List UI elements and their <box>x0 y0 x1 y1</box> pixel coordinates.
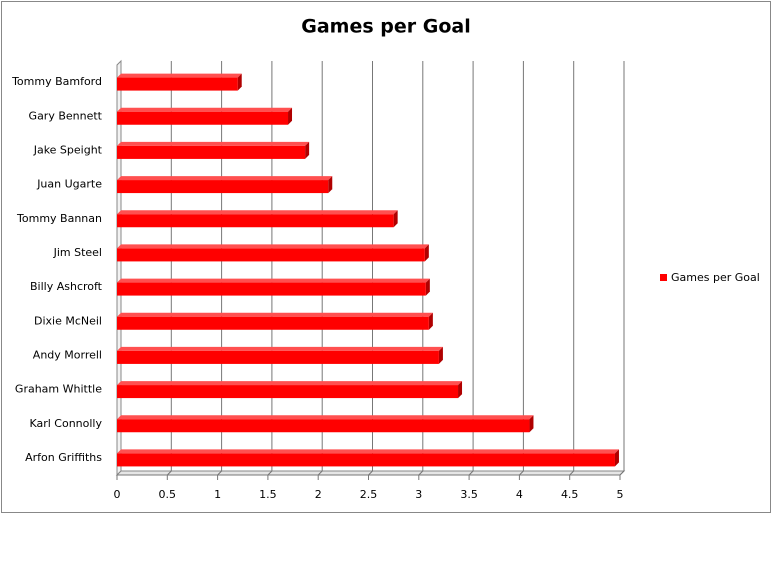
grid-line <box>267 61 273 476</box>
bar <box>117 385 459 399</box>
bar-side <box>614 449 619 467</box>
y-tick-label: Dixie McNeil <box>34 314 102 327</box>
grid-line <box>166 61 172 476</box>
bar-side <box>288 107 293 125</box>
legend-swatch <box>660 274 667 281</box>
bar-top <box>117 449 619 454</box>
bar <box>117 282 426 296</box>
y-tick-label: Jim Steel <box>53 246 102 259</box>
bar <box>117 453 615 467</box>
bar-side <box>529 415 534 433</box>
x-tick-label: 2 <box>315 488 322 501</box>
bar <box>117 180 329 194</box>
bar-side <box>438 346 443 364</box>
grid-line <box>519 61 524 476</box>
legend-label: Games per Goal <box>671 271 760 284</box>
x-tick-label: 5 <box>617 488 624 501</box>
bar <box>117 248 425 262</box>
bar-side <box>305 141 310 159</box>
y-tick-label: Arfon Griffiths <box>25 451 102 464</box>
bar-top <box>117 312 433 317</box>
bar <box>117 77 238 91</box>
x-tick-label: 3.5 <box>460 488 478 501</box>
bar <box>117 419 530 433</box>
grid-line <box>368 61 373 476</box>
bar-top <box>117 278 430 283</box>
grid-line <box>217 61 223 476</box>
grid-line <box>468 61 474 476</box>
bar-top <box>117 244 429 249</box>
bar-top <box>117 381 463 386</box>
bar <box>117 316 429 330</box>
x-tick-label: 0 <box>114 488 121 501</box>
grid-line <box>569 61 575 476</box>
x-tick-label: 0.5 <box>159 488 177 501</box>
y-tick-label: Billy Ashcroft <box>30 280 103 293</box>
grid-line <box>418 61 424 476</box>
bar <box>117 111 289 125</box>
y-tick-label: Tommy Bannan <box>16 212 102 225</box>
y-tick-label: Jake Speight <box>33 143 103 156</box>
x-tick-label: 1 <box>214 488 221 501</box>
bar-top <box>117 176 333 181</box>
grid-line <box>619 61 625 476</box>
bar-side <box>237 73 242 91</box>
y-tick-label: Andy Morrell <box>33 348 102 361</box>
bar-top <box>117 346 443 351</box>
bar-top <box>117 415 534 420</box>
chart-title: Games per Goal <box>301 16 470 38</box>
bar <box>117 350 439 364</box>
bar <box>117 145 306 159</box>
bar-side <box>425 278 430 296</box>
bar-top <box>117 107 293 112</box>
x-tick-label: 2.5 <box>360 488 378 501</box>
grid-line <box>317 61 323 476</box>
bar-side <box>424 244 429 262</box>
bar-side <box>328 176 333 194</box>
x-tick-label: 1.5 <box>259 488 277 501</box>
bar <box>117 214 394 228</box>
bar-top <box>117 210 398 215</box>
y-tick-label: Karl Connolly <box>29 417 102 430</box>
bar-side <box>393 210 398 228</box>
bar-top <box>117 73 242 78</box>
y-tick-label: Juan Ugarte <box>36 178 102 191</box>
bar-side <box>458 381 463 399</box>
x-tick-label: 4.5 <box>561 488 579 501</box>
x-tick-label: 3 <box>415 488 422 501</box>
bar-top <box>117 141 310 146</box>
bar-side <box>428 312 433 330</box>
y-tick-label: Gary Bennett <box>29 109 103 122</box>
y-tick-label: Tommy Bamford <box>11 75 102 88</box>
y-tick-label: Graham Whittle <box>15 383 102 396</box>
x-tick-label: 4 <box>516 488 523 501</box>
